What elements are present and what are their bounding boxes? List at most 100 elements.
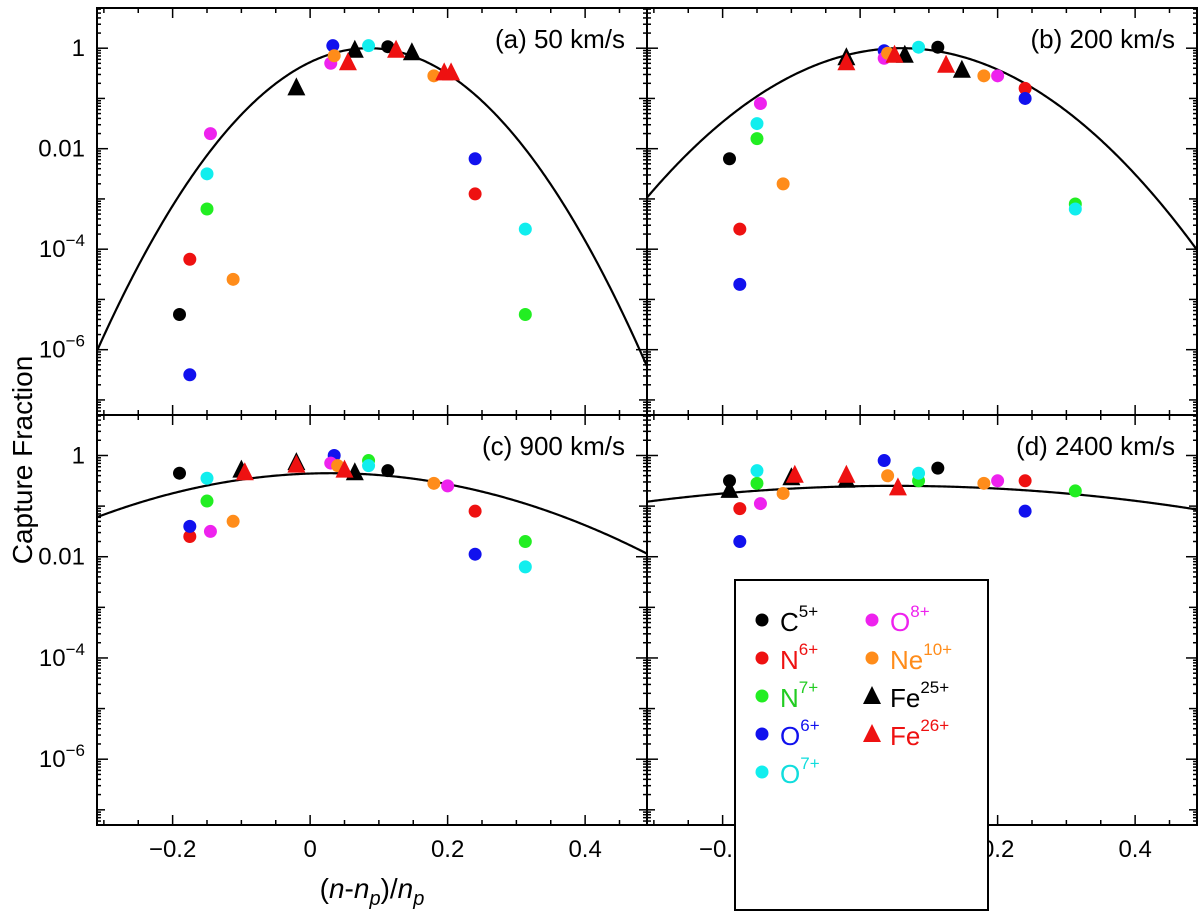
point-N6: [183, 252, 197, 266]
point-O7: [200, 167, 214, 181]
point-C5: [381, 464, 395, 478]
point-C5: [173, 308, 186, 322]
point-Ne10: [226, 514, 240, 528]
legend-marker: [865, 651, 879, 665]
point-Ne10: [427, 476, 441, 490]
point-Ne10: [327, 49, 341, 63]
point-N6: [733, 222, 747, 236]
point-N7: [750, 476, 764, 490]
panel-title: (a) 50 km/s: [495, 24, 625, 54]
y-tick-label: 10−4: [39, 640, 85, 672]
point-Ne10: [977, 69, 991, 83]
point-O8: [441, 479, 455, 493]
legend-entry-N7: N7+: [755, 678, 818, 713]
x-tick-label: 0.2: [431, 836, 464, 863]
y-tick-label: 10−4: [39, 231, 85, 263]
panel-title: (c) 900 km/s: [482, 431, 625, 461]
point-Fe26: [885, 44, 904, 63]
point-Fe26: [888, 477, 907, 496]
panel-frame: [646, 7, 1198, 416]
point-O8: [991, 474, 1005, 488]
point-N6: [468, 504, 482, 518]
x-ticks: [103, 415, 621, 825]
point-O8: [203, 524, 217, 538]
legend-label: N6+: [780, 640, 818, 675]
point-C5: [723, 152, 736, 166]
point-Fe26: [235, 462, 254, 481]
legend: C5+N6+N7+O6+O7+ O8+Ne10+Fe25+Fe26+: [734, 579, 989, 911]
x-axis-label: (n-np)/np: [320, 873, 425, 910]
point-N7: [518, 535, 532, 549]
point-O8: [753, 497, 767, 511]
point-Fe26: [442, 62, 461, 81]
legend-entry-N6: N6+: [755, 640, 818, 675]
y-tick-label: 0.01: [38, 136, 85, 163]
legend-label: O7+: [780, 754, 820, 789]
point-Fe26: [335, 459, 354, 478]
legend-entry-Ne10: Ne10+: [865, 640, 952, 675]
legend-label: Fe26+: [890, 716, 949, 751]
x-tick-label: 0.4: [1118, 836, 1151, 863]
panel-a: 1 0.01 10−4 10−6 (a) 50 km/s: [38, 7, 648, 416]
panel-frame: [96, 7, 648, 416]
panel-c: 1 0.01 10−4 10−6 −0.2 0 0.2 0.4 (c) 900 km/s: [38, 414, 648, 863]
point-O7: [200, 471, 214, 485]
data-points: [720, 454, 1082, 549]
legend-entry-O6: O6+: [755, 716, 820, 751]
point-Fe26: [937, 54, 956, 73]
point-Ne10: [776, 177, 790, 191]
point-O7: [518, 222, 532, 236]
legend-entry-O7: O7+: [755, 754, 820, 789]
legend-label: Ne10+: [890, 640, 952, 675]
panel-title: (b) 200 km/s: [1031, 24, 1176, 54]
point-O6: [1018, 504, 1032, 518]
point-Ne10: [977, 476, 991, 490]
point-O8: [753, 96, 767, 110]
point-Fe25: [720, 479, 739, 498]
data-points: [723, 40, 1082, 291]
point-O8: [203, 127, 217, 141]
legend-marker: [863, 724, 881, 742]
point-N7: [200, 202, 214, 216]
legend-entry-C5: C5+: [755, 602, 818, 637]
point-O6: [733, 277, 747, 291]
point-O6: [326, 39, 340, 53]
point-N7: [518, 308, 532, 322]
point-N6: [1018, 81, 1032, 95]
legend-label: C5+: [780, 602, 818, 637]
point-O6: [183, 519, 197, 533]
legend-entry-O8: O8+: [865, 602, 930, 637]
point-Fe26: [837, 464, 856, 483]
legend-marker: [755, 689, 769, 703]
point-N6: [1018, 474, 1032, 488]
panel-title: (d) 2400 km/s: [1016, 431, 1175, 461]
point-O6: [1018, 91, 1032, 105]
point-O6: [183, 368, 197, 382]
legend-box: [734, 579, 989, 911]
point-Fe25: [402, 42, 421, 61]
y-tick-label: 10−6: [39, 332, 85, 364]
fit-curve: [647, 47, 1197, 251]
point-Fe26: [837, 52, 856, 71]
point-O7: [1068, 202, 1082, 216]
x-tick-label: 0.4: [568, 836, 601, 863]
legend-label: O6+: [780, 716, 820, 751]
y-axis-label: Capture Fraction: [7, 356, 38, 565]
point-N6: [468, 187, 482, 201]
point-O6: [877, 454, 891, 468]
y-ticks: [647, 8, 1197, 412]
point-Fe26: [785, 464, 804, 483]
point-O6: [468, 152, 482, 166]
legend-label: N7+: [780, 678, 818, 713]
data-points: [173, 39, 532, 382]
point-O7: [518, 560, 532, 574]
point-Fe26: [287, 454, 306, 473]
panel-b: (b) 200 km/s: [646, 7, 1198, 416]
point-N6: [183, 529, 197, 543]
point-Fe25: [345, 39, 364, 58]
point-C5: [931, 40, 945, 54]
point-Fe26: [338, 52, 357, 71]
legend-label: O8+: [890, 602, 930, 637]
point-O7: [912, 466, 926, 480]
